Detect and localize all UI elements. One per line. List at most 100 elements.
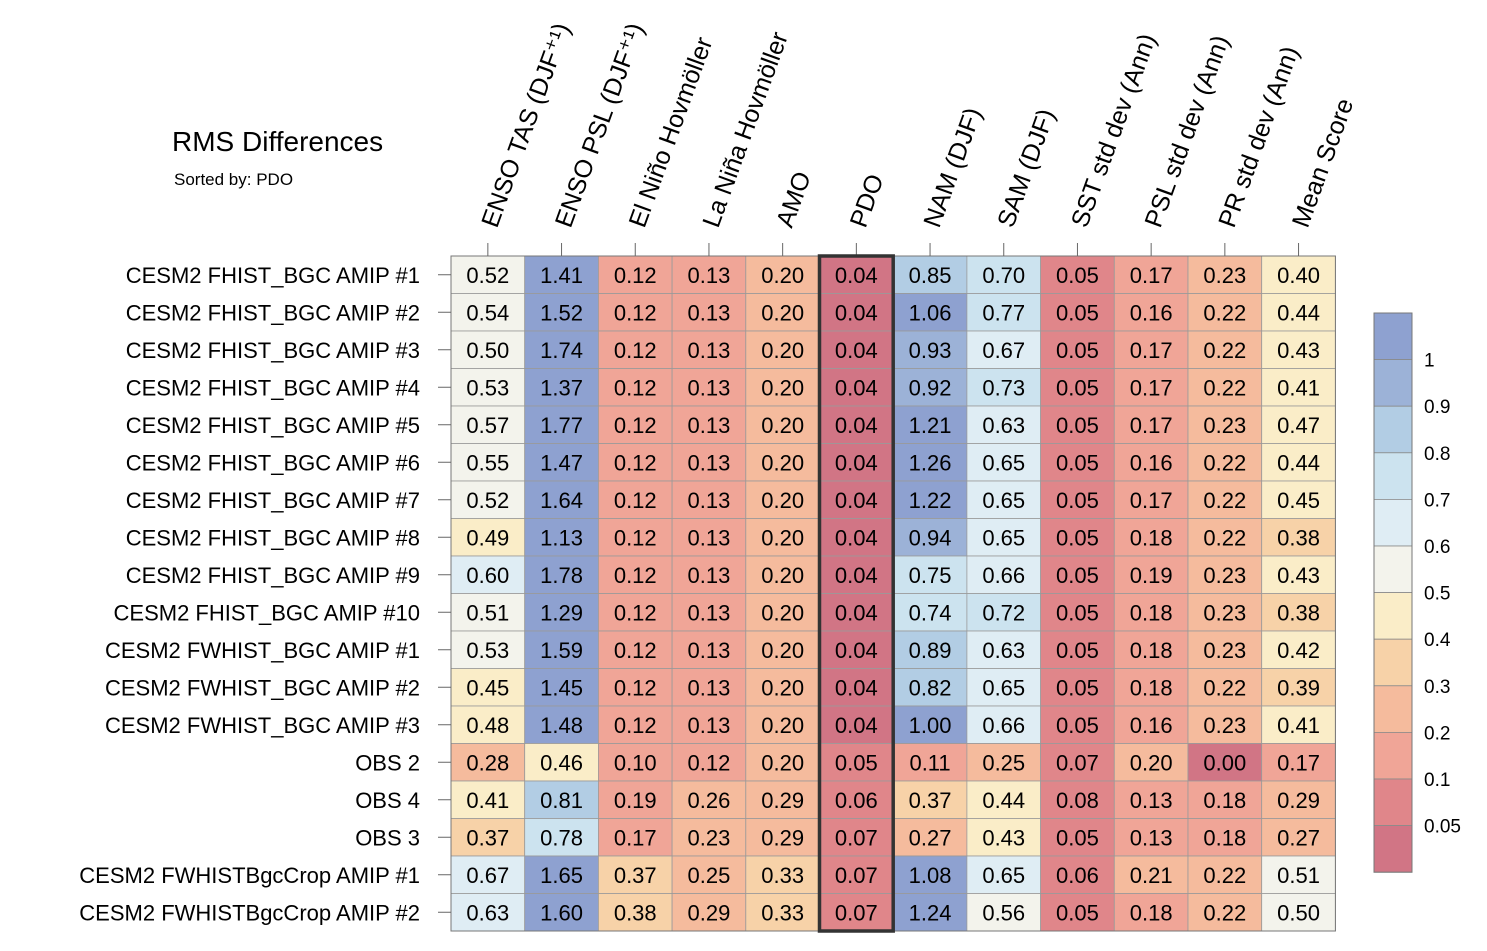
cell-value-label: 0.22: [1203, 863, 1246, 888]
cell-value-label: 0.20: [1130, 750, 1173, 775]
heatmap-cell: [819, 405, 894, 444]
colorbar-tick-label: 0.6: [1424, 537, 1450, 558]
cell-value-label: 0.92: [909, 375, 952, 400]
cell-value-label: 0.53: [466, 638, 509, 663]
row-label: CESM2 FWHIST_BGC AMIP #1: [105, 638, 420, 663]
cell-value-label: 0.51: [466, 600, 509, 625]
cell-value-label: 0.20: [761, 338, 804, 363]
heatmap-cell: [450, 593, 526, 632]
row-label: CESM2 FWHISTBgcCrop AMIP #2: [79, 900, 420, 925]
cell-value-label: 0.20: [761, 713, 804, 738]
cell-value-label: 0.41: [466, 788, 509, 813]
heatmap-cell: [745, 330, 820, 369]
cell-value-label: 0.06: [1056, 863, 1099, 888]
row-label: CESM2 FHIST_BGC AMIP #8: [126, 525, 420, 550]
heatmap-cell: [1261, 668, 1336, 707]
cell-value-label: 0.70: [982, 263, 1025, 288]
heatmap-cell: [671, 518, 747, 557]
colorbar-swatch: [1373, 312, 1413, 360]
cell-value-label: 0.22: [1203, 338, 1246, 363]
cell-value-label: 0.47: [1277, 413, 1320, 438]
cell-value-label: 0.13: [688, 675, 731, 700]
cell-value-label: 0.38: [1277, 525, 1320, 550]
row-label: CESM2 FHIST_BGC AMIP #2: [126, 300, 420, 325]
cell-value-label: 0.51: [1277, 863, 1320, 888]
cell-value-label: 0.20: [761, 450, 804, 475]
cell-value-label: 0.11: [909, 750, 950, 775]
heatmap-cell: [671, 330, 747, 369]
heatmap-cell: [1113, 593, 1189, 632]
heatmap-cell: [524, 743, 599, 782]
heatmap-cell: [671, 780, 747, 819]
colorbar-tick-label: 0.1: [1424, 770, 1450, 791]
heatmap-cell: [1187, 555, 1263, 594]
cell-value-label: 1.37: [540, 375, 583, 400]
cell-value-label: 0.05: [1056, 488, 1099, 513]
heatmap-cell: [819, 743, 894, 782]
cell-value-label: 1.74: [540, 338, 583, 363]
cell-value-label: 0.65: [982, 863, 1025, 888]
heatmap-cell: [1187, 293, 1263, 332]
cell-value-label: 0.13: [688, 300, 731, 325]
heatmap-cell: [450, 555, 526, 594]
row-label: OBS 3: [355, 825, 420, 850]
cell-value-label: 1.77: [540, 413, 583, 438]
cell-value-label: 0.26: [688, 788, 731, 813]
heatmap-cell: [892, 255, 968, 294]
cell-value-label: 0.18: [1130, 638, 1173, 663]
heatmap-cell: [745, 593, 820, 632]
cell-value-label: 0.23: [688, 825, 731, 850]
heatmap-cell: [966, 705, 1042, 744]
heatmap-cell: [524, 705, 599, 744]
heatmap-cell: [745, 518, 820, 557]
heatmap-cell: [892, 293, 968, 332]
heatmap-cell: [745, 443, 820, 482]
cell-value-label: 0.23: [1203, 638, 1246, 663]
cell-value-label: 0.66: [982, 713, 1025, 738]
cell-value-label: 0.22: [1203, 525, 1246, 550]
heatmap-cell: [1113, 293, 1189, 332]
cell-value-label: 0.23: [1203, 263, 1246, 288]
cell-value-label: 0.50: [466, 338, 509, 363]
cell-value-label: 0.20: [761, 600, 804, 625]
heatmap-cell: [671, 668, 747, 707]
cell-value-label: 0.73: [982, 375, 1025, 400]
heatmap-cell: [1113, 255, 1189, 294]
cell-value-label: 0.05: [1056, 413, 1099, 438]
cell-value-label: 0.52: [466, 263, 509, 288]
cell-value-label: 0.67: [466, 863, 509, 888]
cell-value-label: 0.44: [982, 788, 1025, 813]
heatmap-cell: [1261, 893, 1336, 932]
colorbar-swatch: [1373, 545, 1413, 593]
cell-value-label: 1.22: [909, 488, 952, 513]
heatmap-cell: [1113, 705, 1189, 744]
heatmap-cell: [819, 630, 894, 669]
heatmap-cell: [1040, 555, 1115, 594]
heatmap-cell: [892, 855, 968, 894]
heatmap-cell: [1040, 330, 1115, 369]
cell-value-label: 1.59: [540, 638, 583, 663]
cell-value-label: 0.44: [1277, 450, 1320, 475]
cell-value-label: 0.20: [761, 563, 804, 588]
cell-value-label: 1.29: [540, 600, 583, 625]
heatmap-cell: [819, 555, 894, 594]
heatmap-cell: [892, 780, 968, 819]
cell-value-label: 0.19: [614, 788, 657, 813]
heatmap-cell: [1113, 368, 1189, 407]
heatmap-cell: [966, 893, 1042, 932]
cell-value-label: 0.13: [688, 713, 731, 738]
heatmap-cell: [524, 293, 599, 332]
colorbar-tick-label: 0.7: [1424, 490, 1450, 511]
cell-value-label: 0.12: [614, 450, 657, 475]
heatmap-cell: [1040, 630, 1115, 669]
cell-value-label: 0.25: [688, 863, 731, 888]
cell-value-label: 0.63: [982, 638, 1025, 663]
heatmap-cell: [524, 518, 599, 557]
column-label-sam-djf: SAM (DJF): [992, 105, 1061, 231]
column-label-pdo: PDO: [845, 171, 890, 231]
cell-value-label: 0.18: [1130, 900, 1173, 925]
cell-value-label: 0.38: [614, 900, 657, 925]
cell-value-label: 0.63: [982, 413, 1025, 438]
cell-value-label: 0.05: [1056, 375, 1099, 400]
cell-value-label: 0.18: [1203, 788, 1246, 813]
